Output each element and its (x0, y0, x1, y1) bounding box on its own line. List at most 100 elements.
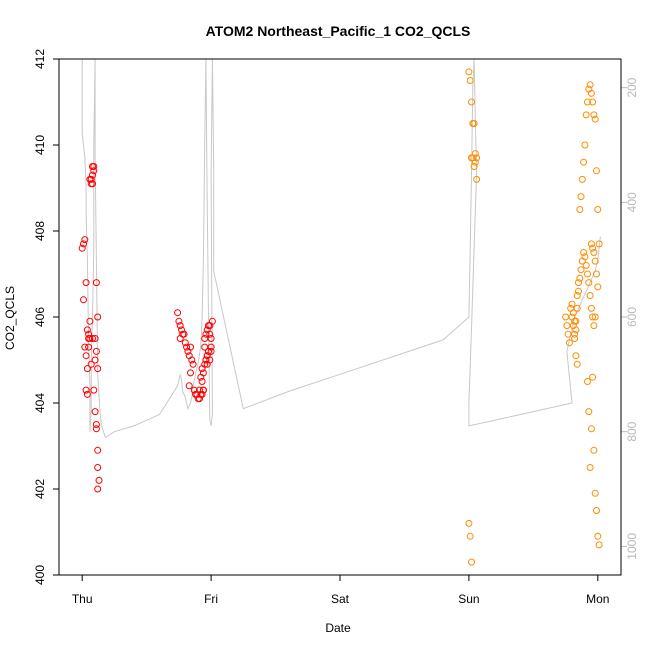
data-point-series-2 (591, 115, 599, 123)
data-point-series-2 (591, 489, 599, 497)
data-point-series-1 (207, 347, 215, 355)
data-point-series-2 (468, 98, 475, 106)
data-point-series-2 (471, 150, 479, 158)
data-point-series-2 (471, 158, 479, 166)
x-tick-label: Sun (458, 592, 479, 606)
data-point-series-1 (94, 485, 102, 493)
data-point-series-2 (581, 141, 589, 149)
data-point-series-2 (466, 77, 474, 84)
data-point-series-1 (181, 339, 189, 347)
data-point-series-1 (176, 322, 184, 330)
scatter-points-layer (78, 68, 603, 566)
data-point-series-2 (584, 98, 591, 106)
data-point-series-2 (577, 193, 585, 201)
x-tick-label: Sat (331, 592, 350, 606)
data-point-series-1 (89, 171, 96, 179)
data-point-series-1 (90, 163, 98, 170)
right-y-tick-label: 600 (625, 307, 639, 327)
x-tick-label: Thu (72, 592, 93, 606)
data-point-series-1 (91, 335, 99, 342)
data-point-series-1 (95, 476, 103, 484)
data-point-series-2 (594, 283, 602, 291)
data-point-series-2 (582, 111, 590, 119)
data-point-series-1 (207, 335, 215, 342)
data-point-series-2 (573, 360, 581, 368)
data-point-series-1 (78, 244, 86, 252)
data-point-series-2 (571, 330, 579, 338)
data-point-series-1 (185, 382, 193, 390)
data-point-series-1 (82, 352, 90, 360)
data-point-series-1 (199, 386, 207, 394)
data-point-series-1 (81, 236, 89, 244)
y-tick-label: 412 (33, 49, 47, 69)
x-tick-label: Mon (586, 592, 609, 606)
data-point-series-1 (82, 386, 90, 394)
right-y-tick-label: 400 (625, 192, 639, 212)
data-point-series-2 (586, 292, 594, 299)
data-point-series-1 (82, 279, 90, 287)
data-point-series-2 (590, 322, 598, 330)
y-tick-label: 406 (33, 307, 47, 327)
data-point-series-2 (586, 81, 594, 89)
data-point-series-1 (176, 335, 184, 342)
axes-layer: 400 402 404 406 408 410 412 Thu Fri Sat Sun Mon 200 4… (33, 49, 639, 606)
data-point-series-1 (83, 365, 91, 373)
data-point-series-2 (568, 313, 576, 321)
data-point-series-1 (202, 330, 210, 338)
data-point-series-1 (92, 279, 100, 287)
data-point-series-1 (91, 408, 99, 416)
data-point-series-1 (81, 343, 89, 351)
data-point-series-1 (94, 464, 102, 471)
data-point-series-1 (90, 167, 98, 175)
data-point-series-2 (590, 249, 598, 256)
data-point-series-1 (92, 347, 100, 355)
data-point-series-2 (465, 519, 473, 527)
data-point-series-2 (576, 274, 584, 282)
data-point-series-2 (585, 408, 593, 416)
data-point-series-2 (578, 175, 586, 183)
data-point-series-1 (206, 322, 214, 330)
data-point-series-2 (593, 507, 600, 514)
x-axis-title: Date (325, 621, 351, 635)
x-tick-label: Fri (204, 592, 218, 606)
data-point-series-2 (584, 270, 591, 278)
data-point-series-2 (594, 206, 602, 213)
y-tick-label: 410 (33, 135, 47, 155)
data-point-series-2 (587, 89, 595, 97)
data-point-series-1 (199, 369, 207, 377)
data-point-series-2 (573, 304, 581, 312)
data-point-series-1 (90, 386, 98, 394)
data-point-series-1 (206, 356, 214, 364)
data-point-series-1 (187, 343, 194, 351)
data-point-series-2 (473, 154, 481, 162)
data-point-series-2 (466, 532, 474, 540)
data-point-series-1 (206, 330, 214, 338)
data-point-series-2 (591, 257, 599, 265)
y-tick-label: 400 (33, 565, 47, 585)
data-point-series-2 (577, 266, 585, 274)
data-point-series-1 (174, 309, 182, 317)
data-point-series-1 (86, 335, 94, 342)
data-point-series-2 (568, 300, 576, 308)
y-axis-title: CO2_QCLS (3, 286, 17, 350)
secondary-series-line (81, 59, 601, 439)
data-point-series-2 (580, 249, 588, 256)
data-point-series-1 (94, 446, 102, 454)
data-point-series-1 (198, 390, 206, 398)
data-point-series-2 (573, 292, 581, 299)
data-point-series-2 (589, 373, 597, 381)
data-point-series-2 (571, 335, 579, 342)
data-point-series-1 (94, 365, 102, 373)
data-point-series-2 (581, 253, 589, 261)
data-point-series-1 (83, 390, 91, 398)
y-tick-label: 402 (33, 479, 47, 499)
data-point-series-1 (201, 360, 209, 368)
right-y-tick-label: 800 (625, 421, 639, 441)
data-point-series-2 (468, 558, 475, 566)
plot-frame (58, 58, 622, 576)
data-point-series-1 (207, 343, 215, 351)
data-point-series-2 (584, 378, 591, 385)
